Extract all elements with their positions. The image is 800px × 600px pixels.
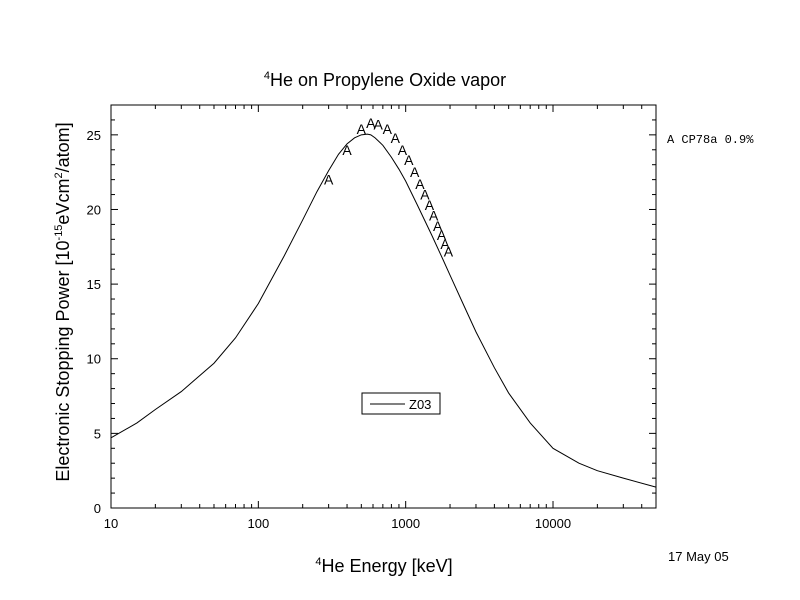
y-tick-label: 10	[87, 352, 101, 367]
data-point-marker: A	[444, 243, 454, 259]
x-axis-ticks	[110, 105, 657, 508]
chart-title-sup: 4	[264, 70, 270, 82]
y-tick-label: 0	[94, 501, 101, 516]
x-tick-label: 10	[104, 516, 118, 531]
y-axis-label-sup1: -15	[53, 225, 65, 241]
side-legend-cp78a: A CP78a 0.9%	[667, 133, 754, 147]
data-point-marker: A	[398, 142, 408, 158]
data-point-marker: A	[366, 115, 376, 131]
y-axis-label-sup2: 2	[53, 172, 65, 178]
legend-entry-z03: Z03	[409, 397, 431, 412]
data-point-marker: A	[440, 236, 450, 252]
x-tick-label: 10000	[535, 516, 571, 531]
chart-title: 4He on Propylene Oxide vapor	[264, 70, 506, 90]
y-axis-ticks	[111, 104, 656, 509]
y-axis-label: Electronic Stopping Power [10-15eVcm2/at…	[53, 122, 73, 481]
y-tick-label: 15	[87, 277, 101, 292]
data-point-marker: A	[429, 207, 439, 223]
data-point-marker: A	[373, 116, 383, 132]
data-point-marker: A	[383, 121, 393, 137]
x-tick-label: 1000	[391, 516, 420, 531]
x-axis-label: 4He Energy [keV]	[315, 556, 452, 576]
series-line-z03	[110, 133, 657, 488]
x-axis-tick-labels: 10 100 1000 10000	[104, 516, 571, 531]
data-point-marker: A	[420, 187, 430, 203]
data-point-marker: A	[433, 218, 443, 234]
chart-title-text: He on Propylene Oxide vapor	[270, 70, 506, 90]
data-point-marker: A	[324, 172, 334, 188]
y-axis-label-mid: eVcm	[53, 179, 73, 225]
data-point-marker: A	[404, 152, 414, 168]
y-axis-label-post: /atom]	[53, 122, 73, 172]
plot-frame	[110, 104, 657, 509]
data-point-marker: A	[415, 176, 425, 192]
x-tick-label: 100	[247, 516, 269, 531]
x-axis-label-text: He Energy [keV]	[322, 556, 453, 576]
legend: Z03	[361, 392, 441, 415]
y-axis-tick-labels: 0 5 10 15 20 25	[87, 128, 101, 516]
data-point-marker: A	[410, 164, 420, 180]
y-tick-label: 5	[94, 426, 101, 441]
data-point-marker: A	[342, 142, 352, 158]
data-point-marker: A	[437, 227, 447, 243]
y-tick-label: 25	[87, 128, 101, 143]
data-point-marker: A	[391, 130, 401, 146]
date-stamp: 17 May 05	[668, 549, 729, 564]
data-point-marker: A	[425, 197, 435, 213]
y-tick-label: 20	[87, 202, 101, 217]
y-axis-label-pre: Electronic Stopping Power [10	[53, 240, 73, 481]
x-axis-label-sup: 4	[315, 556, 321, 568]
data-point-marker: A	[357, 121, 367, 137]
